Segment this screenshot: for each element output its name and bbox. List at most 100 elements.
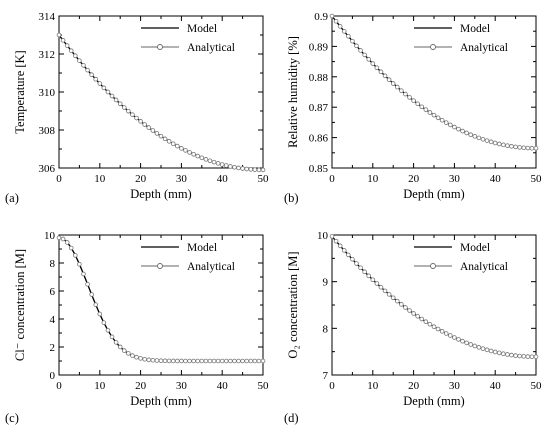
analytical-point (468, 342, 474, 347)
analytical-point (126, 351, 131, 356)
analytical-point (439, 329, 445, 334)
analytical-point (439, 117, 445, 123)
series-line-model (58, 237, 263, 362)
analytical-point (195, 153, 201, 159)
analytical-point (130, 353, 135, 358)
legend-label-analytical: Analytical (187, 261, 235, 273)
analytical-point (496, 350, 502, 356)
x-tick-label: 0 (329, 380, 335, 392)
panel-label: (d) (284, 411, 299, 425)
analytical-point (223, 358, 229, 364)
analytical-point (154, 358, 160, 363)
y-tick-label: 310 (39, 87, 56, 99)
analytical-point (150, 357, 156, 363)
analytical-point (248, 167, 254, 172)
analytical-point (199, 155, 205, 161)
analytical-point (370, 277, 376, 283)
analytical-point (60, 38, 66, 43)
y-tick-label: 10 (44, 230, 56, 242)
analytical-point (150, 128, 156, 133)
analytical-point (501, 142, 506, 148)
analytical-point (170, 141, 176, 147)
legend-marker-analytical (157, 263, 163, 269)
analytical-point (203, 358, 209, 364)
analytical-point (73, 53, 78, 59)
analytical-point (358, 265, 363, 271)
legend-label-model: Model (460, 242, 490, 254)
analytical-point (244, 166, 249, 172)
y-tick-label: 308 (39, 125, 56, 137)
analytical-point (158, 358, 164, 364)
analytical-point (142, 122, 147, 127)
x-tick-label: 20 (408, 173, 420, 185)
y-tick-label: 0.87 (309, 102, 329, 114)
analytical-point (472, 134, 478, 139)
analytical-point (427, 110, 433, 115)
analytical-point (333, 18, 339, 24)
analytical-point (407, 95, 412, 100)
analytical-point (154, 131, 160, 136)
analytical-point (350, 38, 355, 44)
analytical-point (435, 115, 441, 121)
analytical-point (378, 284, 384, 290)
analytical-point (452, 124, 457, 130)
analytical-point (73, 253, 78, 258)
analytical-point (97, 311, 103, 317)
x-tick-label: 40 (490, 380, 502, 392)
y-axis-label: Temperature [K] (13, 50, 27, 133)
analytical-point (215, 161, 221, 166)
analytical-point (509, 352, 514, 358)
analytical-point (399, 88, 404, 93)
x-tick-label: 50 (258, 380, 270, 392)
analytical-point (484, 347, 490, 353)
y-tick-label: 8 (50, 258, 56, 270)
x-tick-label: 20 (135, 380, 147, 392)
analytical-point (64, 240, 70, 245)
analytical-point (362, 269, 367, 275)
x-tick-label: 30 (449, 380, 461, 392)
analytical-point (117, 344, 123, 350)
analytical-point (488, 139, 494, 145)
analytical-point (411, 311, 416, 316)
analytical-point (211, 358, 217, 364)
analytical-point (448, 333, 453, 338)
analytical-point (366, 57, 372, 62)
panel-label: (a) (5, 191, 19, 205)
analytical-point (175, 358, 180, 364)
y-tick-label: 0.85 (309, 163, 329, 175)
analytical-point (431, 112, 437, 118)
analytical-point (252, 167, 258, 172)
analytical-point (77, 58, 82, 63)
legend-marker-analytical (157, 44, 163, 50)
plot-frame (58, 15, 264, 169)
analytical-point (187, 150, 192, 155)
analytical-point (423, 107, 429, 112)
analytical-point (415, 101, 420, 107)
analytical-point (162, 358, 168, 364)
analytical-point (121, 105, 127, 110)
analytical-point (460, 338, 465, 344)
x-tick-label: 50 (531, 380, 543, 392)
analytical-point (126, 108, 131, 114)
analytical-point (146, 357, 152, 363)
analytical-point (223, 163, 229, 168)
analytical-point (386, 77, 392, 82)
analytical-point (533, 354, 539, 360)
x-tick-label: 10 (367, 173, 379, 185)
panel-a: 0 10 20 30 40 50 306 308 310 312 314 Depth (mm) Temp… (5, 11, 269, 205)
analytical-point (203, 157, 209, 162)
analytical-point (443, 331, 449, 336)
analytical-point (407, 308, 412, 313)
analytical-point (419, 104, 425, 110)
analytical-point (513, 144, 518, 150)
x-tick-label: 20 (135, 173, 147, 185)
analytical-point (366, 273, 372, 279)
analytical-point (179, 146, 184, 151)
analytical-point (68, 48, 74, 53)
y-tick-label: 0.86 (309, 133, 329, 145)
analytical-point (260, 358, 266, 364)
analytical-point (109, 334, 115, 340)
x-axis-label: Depth (mm) (130, 187, 191, 201)
y-tick-label: 314 (39, 11, 56, 23)
analytical-point (130, 112, 135, 117)
